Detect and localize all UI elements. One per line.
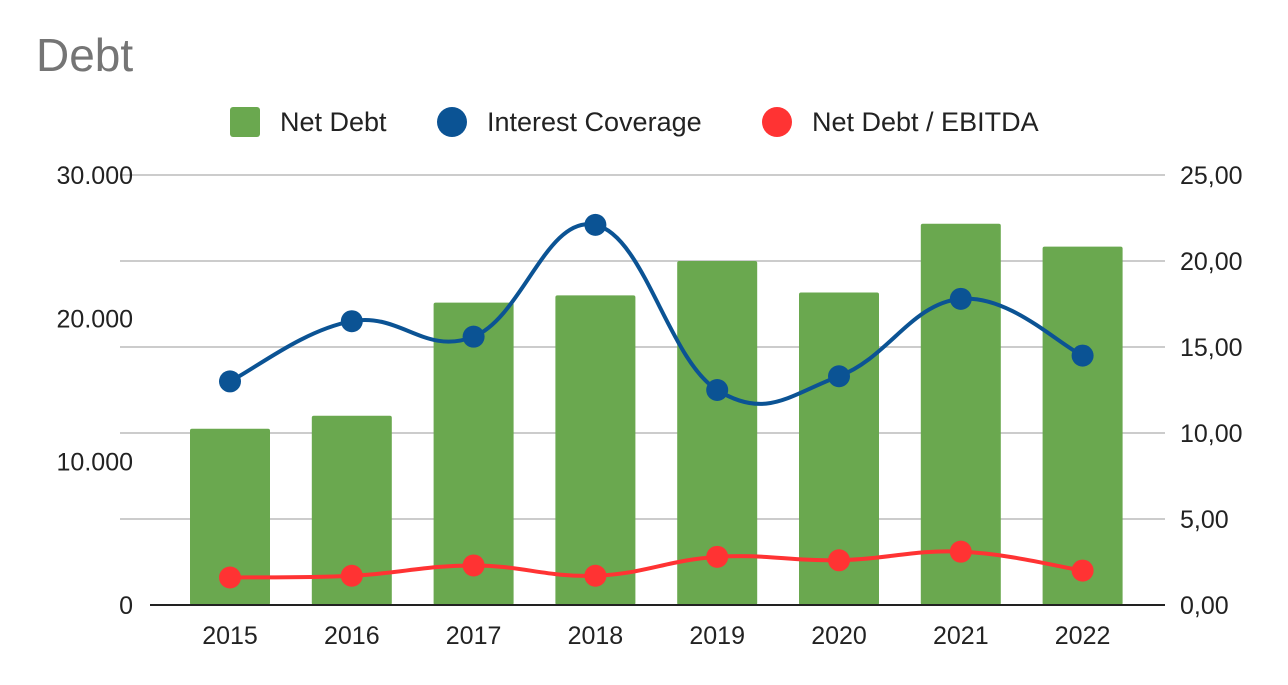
chart-title: Debt: [36, 29, 134, 81]
net-debt-ebitda-point: [949, 540, 972, 563]
legend-label-net-debt-ebitda: Net Debt / EBITDA: [812, 106, 1039, 137]
interest-coverage-line: [229, 222, 1084, 406]
net-debt-bar: [920, 223, 1001, 605]
legend-label-net-debt: Net Debt: [280, 106, 387, 137]
interest-coverage-point: [1071, 344, 1094, 367]
right-axis-tick-label: 0,00: [1180, 592, 1229, 620]
x-axis-tick-label: 2020: [811, 622, 867, 650]
right-axis-tick-label: 5,00: [1180, 506, 1229, 534]
left-axis-tick-label: 0: [119, 592, 133, 620]
net-debt-ebitda-line: [229, 549, 1083, 580]
net-debt-ebitda-point: [584, 564, 607, 587]
interest-coverage-point: [828, 365, 850, 388]
legend-item-interest-coverage[interactable]: Interest Coverage: [437, 102, 702, 142]
net-debt-bar: [799, 292, 879, 605]
x-axis-tick-label: 2016: [324, 622, 380, 650]
interest-coverage-point: [949, 287, 972, 310]
right-axis-tick-label: 10,00: [1180, 420, 1243, 448]
legend-item-net-debt-ebitda[interactable]: Net Debt / EBITDA: [762, 102, 1039, 142]
right-axis-tick-label: 25,00: [1180, 162, 1243, 190]
grid-lines: [120, 174, 1165, 520]
right-axis-tick-label: 20,00: [1180, 248, 1243, 276]
net-debt-bar: [311, 415, 392, 605]
legend-swatch-interest-coverage: [437, 107, 467, 137]
net-debt-ebitda-point: [1071, 559, 1094, 582]
net-debt-ebitda-point: [340, 564, 363, 587]
net-debt-ebitda-point: [706, 545, 729, 568]
legend-label-interest-coverage: Interest Coverage: [487, 106, 702, 137]
net-debt-bars: [190, 223, 1123, 605]
net-debt-ebitda-point: [462, 554, 485, 577]
x-axis-tick-label: 2017: [446, 622, 502, 650]
series-lines: [229, 222, 1084, 580]
interest-coverage-point: [584, 213, 607, 236]
x-axis-tick-label: 2021: [933, 622, 989, 650]
chart-legend: Net Debt Interest Coverage Net Debt / EB…: [0, 102, 1288, 142]
right-axis-tick-label: 15,00: [1180, 334, 1243, 362]
x-axis-tick-label: 2022: [1055, 622, 1111, 650]
net-debt-bar: [433, 302, 514, 605]
left-axis-tick-label: 30.000: [57, 162, 133, 190]
x-axis-tick-label: 2019: [689, 622, 745, 650]
interest-coverage-point: [340, 310, 363, 333]
left-axis-tick-label: 10.000: [57, 449, 133, 477]
left-axis-tick-label: 20.000: [57, 305, 133, 333]
x-axis-tick-label: 2018: [568, 622, 624, 650]
net-debt-bar: [190, 428, 270, 605]
interest-coverage-point: [462, 325, 485, 348]
net-debt-bar: [677, 261, 758, 605]
net-debt-ebitda-point: [219, 566, 241, 589]
net-debt-bar: [555, 295, 636, 605]
legend-swatch-net-debt: [230, 107, 260, 137]
legend-item-net-debt[interactable]: Net Debt: [230, 102, 387, 142]
series-points: [219, 213, 1094, 589]
axes: 0 10.000 20.000 30.000 0,00 5,00 10,00 15,00 20,…: [57, 162, 1243, 650]
x-axis-tick-label: 2015: [202, 622, 258, 650]
legend-swatch-net-debt-ebitda: [762, 107, 792, 137]
interest-coverage-point: [219, 370, 241, 393]
net-debt-ebitda-point: [828, 549, 850, 572]
net-debt-bar: [1042, 246, 1123, 605]
interest-coverage-point: [706, 379, 729, 401]
